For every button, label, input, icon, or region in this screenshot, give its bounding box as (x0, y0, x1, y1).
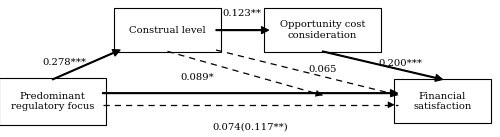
FancyArrowPatch shape (52, 50, 120, 80)
FancyBboxPatch shape (394, 79, 491, 123)
Text: 0.200***: 0.200*** (378, 58, 422, 68)
FancyArrowPatch shape (391, 90, 398, 97)
FancyArrowPatch shape (322, 51, 442, 81)
Text: 0.074(0.117**): 0.074(0.117**) (212, 122, 288, 131)
FancyArrowPatch shape (216, 27, 268, 34)
FancyBboxPatch shape (114, 8, 221, 52)
FancyArrowPatch shape (315, 90, 322, 97)
Text: Financial
satisfaction: Financial satisfaction (414, 92, 472, 111)
Text: 0.089*: 0.089* (180, 73, 214, 82)
FancyBboxPatch shape (264, 8, 382, 52)
FancyArrowPatch shape (102, 90, 398, 97)
Text: Predominant
regulatory focus: Predominant regulatory focus (11, 92, 94, 111)
FancyBboxPatch shape (0, 78, 106, 125)
Text: Opportunity cost
consideration: Opportunity cost consideration (280, 20, 365, 40)
Text: 0.123**: 0.123** (222, 9, 262, 18)
FancyArrowPatch shape (388, 101, 394, 108)
Text: 0.278***: 0.278*** (42, 58, 86, 67)
Text: 0.065: 0.065 (308, 65, 337, 74)
Text: Construal level: Construal level (129, 26, 206, 35)
